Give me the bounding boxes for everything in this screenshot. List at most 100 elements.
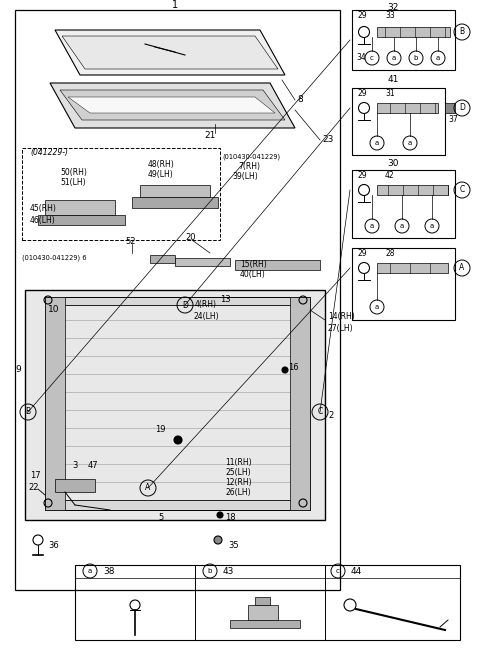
Text: 14(RH): 14(RH) — [328, 312, 355, 321]
Text: a: a — [430, 223, 434, 229]
Text: 43: 43 — [223, 567, 234, 575]
Polygon shape — [377, 103, 438, 113]
Polygon shape — [377, 185, 448, 195]
Text: 5: 5 — [158, 514, 163, 522]
Text: a: a — [392, 55, 396, 61]
Text: D: D — [182, 300, 188, 310]
Circle shape — [282, 367, 288, 373]
Text: (010430-041229): (010430-041229) — [222, 154, 280, 160]
Text: 37: 37 — [448, 115, 458, 125]
Text: 22: 22 — [28, 483, 38, 491]
Text: a: a — [88, 568, 92, 574]
Text: 28: 28 — [385, 249, 395, 258]
Text: 25(LH): 25(LH) — [225, 468, 251, 478]
Text: b: b — [208, 568, 212, 574]
Text: a: a — [408, 140, 412, 146]
Text: 50(RH): 50(RH) — [60, 167, 87, 176]
Text: c: c — [370, 55, 374, 61]
Polygon shape — [55, 30, 285, 75]
Text: 13: 13 — [220, 295, 230, 304]
Polygon shape — [38, 215, 125, 225]
Text: 17: 17 — [30, 470, 41, 480]
Polygon shape — [175, 258, 230, 266]
Polygon shape — [230, 620, 300, 628]
Text: 20: 20 — [185, 232, 195, 241]
Text: a: a — [375, 304, 379, 310]
Polygon shape — [45, 297, 65, 510]
Text: 10: 10 — [48, 306, 60, 314]
Text: 42: 42 — [385, 171, 395, 180]
Text: 24(LH): 24(LH) — [193, 312, 218, 321]
Text: 49(LH): 49(LH) — [148, 171, 174, 180]
Circle shape — [214, 536, 222, 544]
Text: A: A — [459, 264, 465, 272]
Polygon shape — [150, 255, 175, 263]
Polygon shape — [25, 290, 325, 520]
Text: 48(RH): 48(RH) — [148, 161, 175, 169]
Text: b: b — [414, 55, 418, 61]
Text: 21: 21 — [204, 131, 216, 140]
Text: 23: 23 — [322, 136, 334, 144]
Text: 29: 29 — [357, 12, 367, 20]
Text: 47: 47 — [88, 461, 98, 470]
Polygon shape — [235, 260, 320, 270]
Text: 30: 30 — [387, 159, 399, 167]
Polygon shape — [377, 263, 448, 273]
Text: C: C — [317, 407, 323, 417]
Text: 38: 38 — [103, 567, 115, 575]
Text: 27(LH): 27(LH) — [328, 323, 354, 333]
Text: 41: 41 — [387, 75, 399, 85]
Text: a: a — [436, 55, 440, 61]
Text: 29: 29 — [357, 171, 367, 180]
Text: 46(LH): 46(LH) — [30, 216, 56, 224]
Text: 52: 52 — [125, 237, 135, 247]
Text: 34: 34 — [356, 54, 366, 62]
Text: 8: 8 — [297, 96, 303, 104]
Circle shape — [174, 436, 182, 444]
Text: 15(RH): 15(RH) — [240, 260, 267, 270]
Polygon shape — [45, 200, 115, 215]
Polygon shape — [50, 83, 295, 128]
Text: a: a — [400, 223, 404, 229]
Text: 36: 36 — [48, 541, 59, 550]
Polygon shape — [140, 185, 210, 197]
Text: 29: 29 — [357, 249, 367, 258]
Text: (041229-): (041229-) — [30, 148, 68, 157]
Text: 2: 2 — [328, 411, 333, 419]
Text: 9: 9 — [15, 365, 21, 375]
Polygon shape — [60, 90, 285, 120]
Polygon shape — [55, 479, 95, 492]
Text: 33: 33 — [385, 12, 395, 20]
Text: 40(LH): 40(LH) — [240, 270, 266, 279]
Text: 7(RH): 7(RH) — [238, 163, 260, 171]
Text: a: a — [375, 140, 379, 146]
Text: 19: 19 — [155, 426, 166, 434]
Text: 35: 35 — [228, 541, 239, 550]
Text: 32: 32 — [387, 3, 399, 12]
Text: 26(LH): 26(LH) — [225, 489, 251, 497]
Text: 39(LH): 39(LH) — [232, 173, 258, 182]
Polygon shape — [132, 197, 218, 208]
Polygon shape — [62, 36, 278, 69]
Polygon shape — [290, 297, 310, 510]
Text: 29: 29 — [357, 89, 367, 98]
Text: A: A — [145, 483, 151, 493]
Text: 31: 31 — [385, 89, 395, 98]
Text: 4(RH): 4(RH) — [195, 300, 217, 310]
Text: 45(RH): 45(RH) — [30, 203, 57, 213]
Polygon shape — [60, 305, 295, 500]
Text: 3: 3 — [72, 461, 77, 470]
Circle shape — [217, 512, 223, 518]
Polygon shape — [45, 297, 310, 510]
Polygon shape — [255, 597, 270, 605]
Polygon shape — [377, 27, 450, 37]
Text: 51(LH): 51(LH) — [60, 178, 85, 186]
Text: (010430-041229) 6: (010430-041229) 6 — [22, 255, 86, 261]
Polygon shape — [68, 97, 275, 113]
Polygon shape — [445, 103, 455, 113]
Text: D: D — [459, 104, 465, 112]
Text: 1: 1 — [172, 0, 178, 10]
Text: 12(RH): 12(RH) — [225, 478, 252, 487]
Polygon shape — [248, 605, 278, 620]
Text: 44: 44 — [351, 567, 362, 575]
